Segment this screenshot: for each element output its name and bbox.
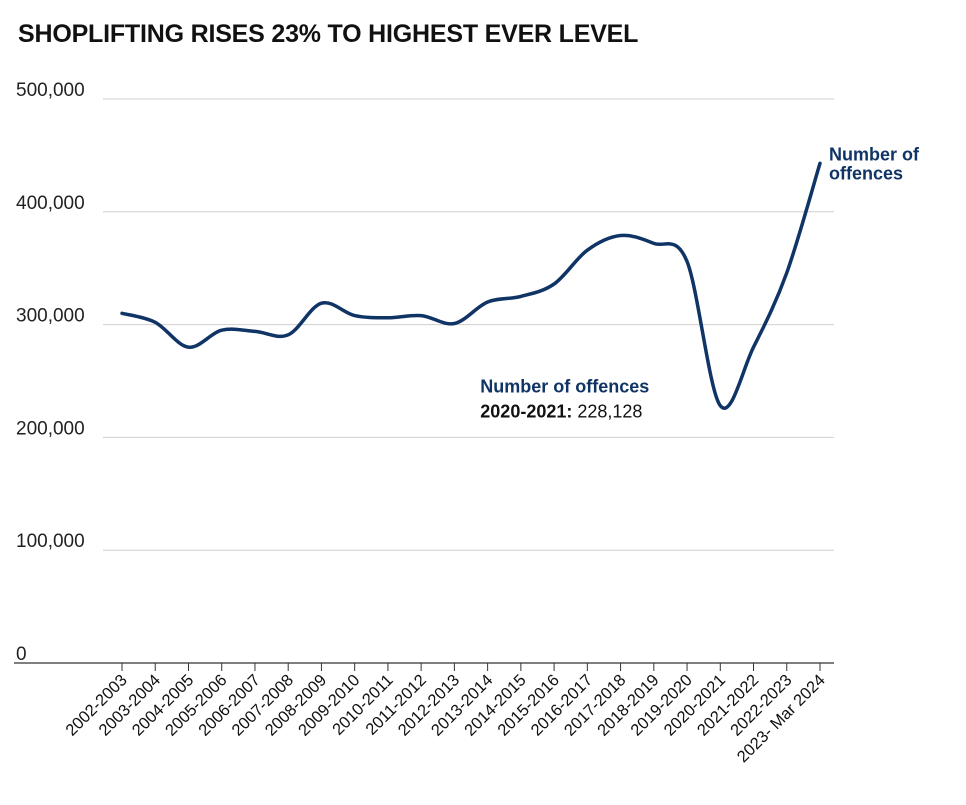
y-tick-label: 200,000	[16, 418, 85, 439]
series-line	[120, 161, 822, 410]
annotation-background	[476, 370, 703, 425]
y-tick-label: 0	[16, 644, 27, 665]
y-tick-label: 400,000	[16, 193, 85, 214]
annotation-value: 2020-2021: 228,128	[480, 402, 642, 422]
annotation-title: Number of offences	[480, 377, 649, 397]
annotations: Number of offences 2020-2021: 228,128	[476, 370, 703, 425]
y-tick-label: 300,000	[16, 306, 85, 327]
y-tick-label: 100,000	[16, 531, 85, 552]
annotation-number: 228,128	[577, 402, 642, 422]
series-end-label: Number of offences	[829, 144, 920, 183]
chart-title: SHOPLIFTING RISES 23% TO HIGHEST EVER LE…	[18, 20, 639, 48]
y-axis-tick-labels: 0 100,000 200,000 300,000 400,000 500,000	[16, 80, 85, 665]
series-end-label-line: offences	[829, 163, 903, 183]
y-tick-label: 500,000	[16, 80, 85, 101]
gridlines	[103, 98, 834, 551]
series-lines: Number of offences	[120, 144, 920, 410]
x-axis	[14, 662, 834, 671]
series-end-label-line: Number of	[829, 144, 920, 164]
annotation-key: 2020-2021:	[480, 402, 572, 422]
x-axis-tick-labels: 2002-20032003-20042004-20052005-20062006…	[62, 671, 829, 766]
